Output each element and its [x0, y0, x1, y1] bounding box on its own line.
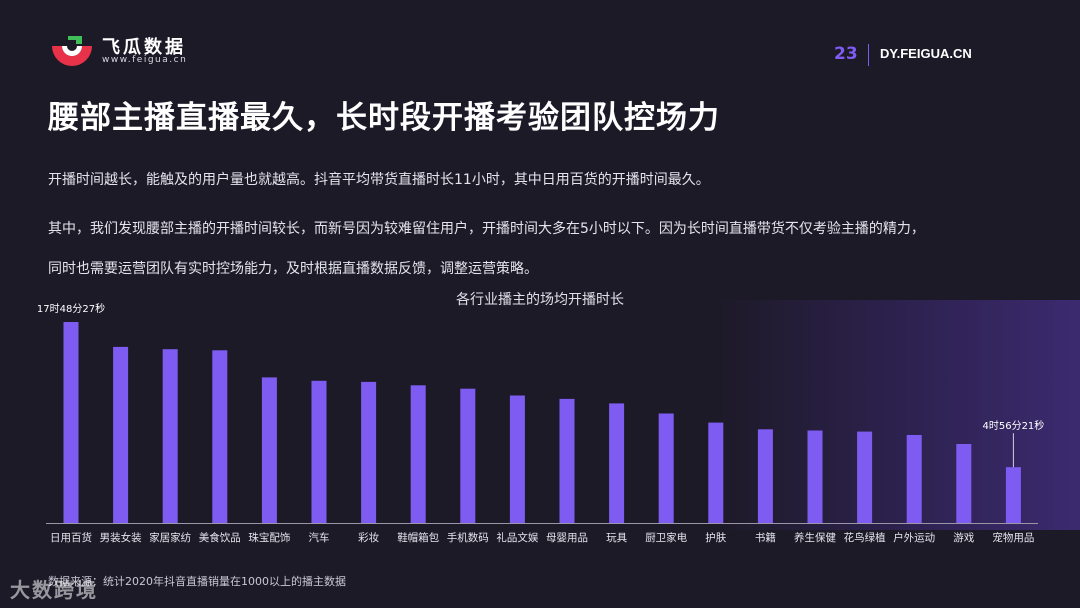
category-label: 礼品文娱	[496, 531, 538, 544]
category-label: 养生保健	[794, 531, 836, 544]
brand-url: www.feigua.cn	[102, 55, 188, 65]
bar-chart: 日用百货 男装女装 家居家纺 美食饮品 珠宝配饰 汽车 彩妆 鞋帽箱包 手机数码 礼品文娱 母婴用品…	[37, 302, 1044, 544]
category-label: 日用百货	[50, 531, 92, 544]
category-label: 珠宝配饰	[248, 531, 290, 544]
category-label: 美食饮品	[199, 531, 241, 544]
bar-0	[63, 322, 79, 523]
data-label: 4时56分21秒	[982, 419, 1044, 432]
bar-15	[807, 430, 823, 523]
bar-10	[559, 398, 575, 523]
category-label: 玩具	[606, 532, 627, 544]
detail-paragraph-line-1: 其中，我们发现腰部主播的开播时间较长，而新号因为较难留住用户，开播时间大多在5小…	[48, 221, 925, 237]
bar-11	[609, 403, 625, 523]
bar-13	[708, 422, 724, 523]
category-label: 游戏	[953, 531, 974, 544]
header-divider	[868, 44, 869, 66]
bar-19	[1005, 467, 1021, 523]
category-label: 厨卫家电	[645, 531, 687, 544]
data-source-note: 数据来源：统计2020年抖音直播销量在1000以上的播主数据	[48, 575, 346, 588]
bar-7	[410, 385, 426, 523]
bar-1	[113, 346, 129, 523]
category-label: 花鸟绿植	[844, 531, 886, 544]
page-number: 23	[834, 44, 858, 64]
bar-5	[311, 380, 327, 523]
bar-18	[956, 444, 972, 523]
bar-9	[509, 395, 525, 523]
category-label: 母婴用品	[546, 532, 588, 544]
category-label: 手机数码	[447, 531, 489, 544]
site-link[interactable]: DY.FEIGUA.CN	[880, 46, 972, 61]
bar-16	[857, 431, 873, 523]
category-label: 汽车	[309, 531, 330, 544]
bar-8	[460, 388, 476, 523]
brand-name: 飞瓜数据	[102, 37, 186, 58]
feigua-logo-icon	[52, 36, 92, 66]
category-label: 家居家纺	[149, 531, 191, 544]
bar-14	[757, 429, 773, 523]
category-label: 户外运动	[893, 531, 935, 544]
bar-12	[658, 413, 674, 523]
category-label: 男装女装	[100, 531, 142, 544]
category-label: 宠物用品	[992, 531, 1034, 544]
category-label: 护肤	[705, 531, 726, 544]
bar-6	[361, 381, 377, 523]
bar-4	[261, 377, 277, 523]
intro-paragraph: 开播时间越长，能触及的用户量也就越高。抖音平均带货直播时长11小时，其中日用百货…	[48, 172, 710, 188]
category-label: 书籍	[755, 531, 776, 544]
page-title: 腰部主播直播最久，长时段开播考验团队控场力	[48, 100, 720, 136]
category-label: 鞋帽箱包	[397, 531, 439, 544]
data-label: 17时48分27秒	[37, 302, 105, 315]
detail-paragraph-line-2: 同时也需要运营团队有实时控场能力，及时根据直播数据反馈，调整运营策略。	[48, 261, 538, 277]
watermark-text: 大数跨境	[10, 578, 98, 602]
chart-title: 各行业播主的场均开播时长	[456, 292, 624, 308]
bar-2	[162, 349, 178, 523]
bar-17	[906, 435, 922, 523]
bar-3	[212, 350, 228, 523]
category-label: 彩妆	[358, 531, 379, 544]
